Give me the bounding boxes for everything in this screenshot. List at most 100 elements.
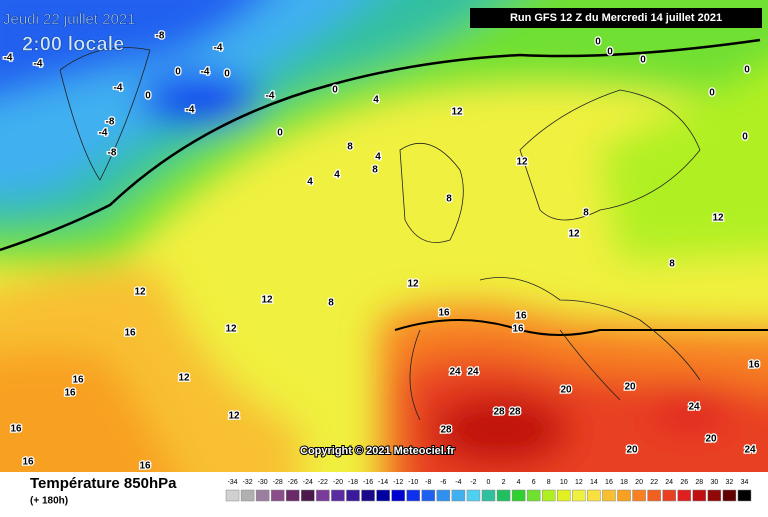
- scale-label: -14: [378, 479, 388, 486]
- scale-label: 14: [590, 479, 598, 486]
- scale-swatch: [361, 489, 375, 502]
- forecast-date: Jeudi 22 juillet 2021: [3, 11, 136, 28]
- contour-label: 16: [438, 308, 450, 319]
- scale-swatch: [617, 489, 631, 502]
- contour-label: 16: [515, 311, 527, 322]
- scale-swatch: [376, 489, 390, 502]
- scale-label: -32: [243, 479, 253, 486]
- color-scale: -34 -32 -30 -28 -26 -24 -22 -20 -18 -16 -14 -12 -10-…: [225, 479, 752, 502]
- contour-label: 24: [688, 402, 700, 413]
- contour-label: 0: [709, 88, 715, 99]
- contour-label: 4: [373, 95, 379, 106]
- scale-label: -4: [455, 479, 461, 486]
- contour-label: 12: [451, 107, 463, 118]
- scale-label: -18: [348, 479, 358, 486]
- contour-label: -4: [4, 53, 13, 64]
- scale-label: -24: [303, 479, 313, 486]
- contour-label: 0: [744, 65, 750, 76]
- contour-label: 0: [224, 69, 230, 80]
- contour-label: 24: [467, 367, 479, 378]
- contour-label: 16: [748, 360, 760, 371]
- scale-label: 12: [575, 479, 583, 486]
- contour-label: 4: [375, 152, 381, 163]
- contour-label: 16: [139, 461, 151, 472]
- contour-label: 20: [705, 434, 717, 445]
- scale-label: -20: [333, 479, 343, 486]
- scale-swatch: [481, 489, 496, 502]
- legend-title: Température 850hPa: [30, 475, 177, 492]
- scale-label: 26: [680, 479, 688, 486]
- contour-label: -4: [34, 59, 43, 70]
- contour-label: 16: [512, 324, 524, 335]
- scale-label: -6: [440, 479, 446, 486]
- contour-label: 12: [261, 295, 273, 306]
- scale-label: 18: [620, 479, 628, 486]
- scale-swatch: [632, 489, 646, 502]
- scale-swatch: [557, 489, 571, 502]
- contour-label: -4: [266, 91, 275, 102]
- scale-swatch: [240, 489, 255, 502]
- scale-swatch: [301, 489, 315, 502]
- scale-swatch: [541, 489, 556, 502]
- contour-label: 12: [568, 229, 580, 240]
- contour-label: 20: [626, 445, 638, 456]
- scale-swatch: [496, 489, 511, 502]
- scale-swatch: [587, 489, 601, 502]
- contour-label: 12: [516, 157, 528, 168]
- scale-swatch: [662, 489, 676, 502]
- contour-label: 12: [225, 324, 237, 335]
- run-info: Run GFS 12 Z du Mercredi 14 juillet 2021: [510, 12, 722, 24]
- scale-label: 24: [665, 479, 673, 486]
- legend-subtitle: (+ 180h): [30, 496, 68, 507]
- scale-swatch: [737, 489, 752, 502]
- scale-label: 10: [560, 479, 568, 486]
- scale-swatch: [436, 489, 451, 502]
- contour-label: 16: [64, 388, 76, 399]
- scale-swatch: [391, 489, 405, 502]
- scale-swatch: [647, 489, 661, 502]
- contour-label: 0: [145, 91, 151, 102]
- scale-swatch: [331, 489, 345, 502]
- scale-label: -26: [288, 479, 298, 486]
- contour-label: 0: [640, 55, 646, 66]
- scale-label: -34: [227, 479, 237, 486]
- scale-swatch: [707, 489, 722, 502]
- contour-label: 16: [72, 375, 84, 386]
- scale-label: 22: [650, 479, 658, 486]
- contour-label: 28: [509, 407, 521, 418]
- scale-label: -8: [425, 479, 431, 486]
- scale-swatch: [677, 489, 692, 502]
- scale-swatch: [526, 489, 541, 502]
- scale-swatch: [346, 489, 360, 502]
- scale-label: 0: [487, 479, 491, 486]
- scale-swatch: [421, 489, 436, 502]
- scale-swatch: [451, 489, 466, 502]
- contour-label: 8: [347, 142, 353, 153]
- contour-label: 20: [560, 385, 572, 396]
- contour-label: -8: [156, 31, 165, 42]
- scale-label: 8: [547, 479, 551, 486]
- contour-label: 24: [744, 445, 756, 456]
- scale-swatch: [225, 489, 240, 502]
- scale-label: 4: [517, 479, 521, 486]
- contour-label: 4: [307, 177, 313, 188]
- scale-label: 16: [605, 479, 613, 486]
- scale-swatch: [255, 489, 270, 502]
- scale-swatch: [406, 489, 420, 502]
- contour-label: 24: [449, 367, 461, 378]
- forecast-time: 2:00 locale: [22, 33, 124, 55]
- scale-swatch: [270, 489, 285, 502]
- scale-label: -22: [318, 479, 328, 486]
- contour-label: 0: [332, 85, 338, 96]
- contour-label: -4: [186, 105, 195, 116]
- contour-label: 0: [277, 128, 283, 139]
- contour-label: 8: [372, 165, 378, 176]
- scale-label: 34: [741, 479, 749, 486]
- copyright: Copyright © 2021 Meteociel.fr: [300, 445, 456, 457]
- contour-label: -4: [114, 83, 123, 94]
- run-box: [470, 8, 762, 28]
- scale-swatch: [722, 489, 737, 502]
- scale-swatch: [572, 489, 586, 502]
